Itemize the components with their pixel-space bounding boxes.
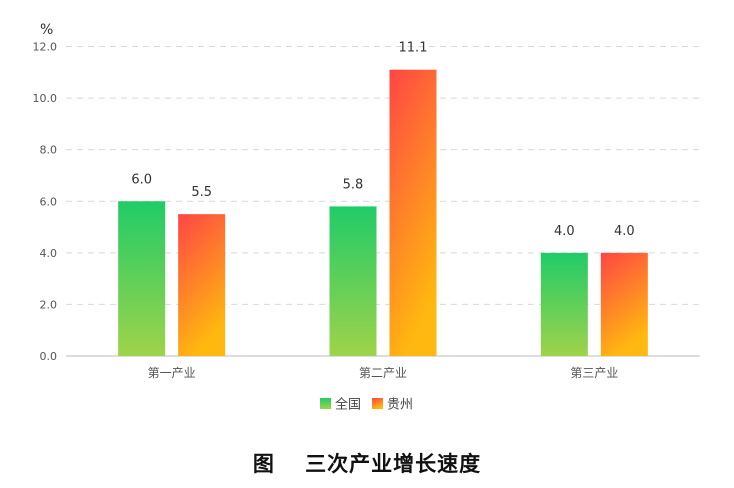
y-tick-label: 0.0 [40,350,58,363]
legend-label: 全国 [335,397,361,413]
data-label: 5.8 [343,177,364,192]
legend-label: 贵州 [387,398,413,413]
y-tick-label: 12.0 [33,41,58,54]
x-tick-label: 第二产业 [359,366,407,380]
bars: 6.0 5.5 5.8 11.1 4.0 4.0 [118,41,648,357]
data-label: 11.1 [399,41,428,56]
legend-swatch [372,398,383,409]
y-tick-label: 8.0 [40,144,58,157]
bar-guizhou-1[interactable] [178,214,226,356]
bar-national-3[interactable] [540,252,588,356]
y-tick-label: 6.0 [40,195,58,208]
legend-item-national[interactable]: 全国 [320,397,361,413]
bar-chart: % 0.0 2.0 4.0 6.0 8.0 10.0 12.0 6.0 5.5 5.8 11.1 4… [33,22,700,413]
bar-guizhou-2[interactable] [389,69,437,357]
data-label: 5.5 [191,185,212,200]
bar-national-1[interactable] [118,201,166,356]
x-tick-label: 第三产业 [570,366,618,380]
y-axis-label: % [40,22,53,38]
y-tick-labels: 0.0 2.0 4.0 6.0 8.0 10.0 12.0 [33,41,58,364]
data-label: 6.0 [131,172,152,187]
data-label: 4.0 [614,224,635,239]
bar-national-2[interactable] [329,206,377,356]
legend-swatch [320,398,331,409]
legend-item-guizhou[interactable]: 贵州 [372,398,413,413]
y-tick-label: 2.0 [40,298,58,311]
figure-caption: 图 三次产业增长速度 [252,451,482,476]
bar-guizhou-3[interactable] [600,252,648,356]
y-tick-label: 10.0 [33,92,58,105]
data-label: 4.0 [554,224,575,239]
y-tick-label: 4.0 [40,247,58,260]
grid-lines [66,46,700,305]
x-tick-labels: 第一产业 第二产业 第三产业 [148,366,619,380]
legend[interactable]: 全国 贵州 [320,397,413,413]
x-tick-label: 第一产业 [148,366,196,380]
